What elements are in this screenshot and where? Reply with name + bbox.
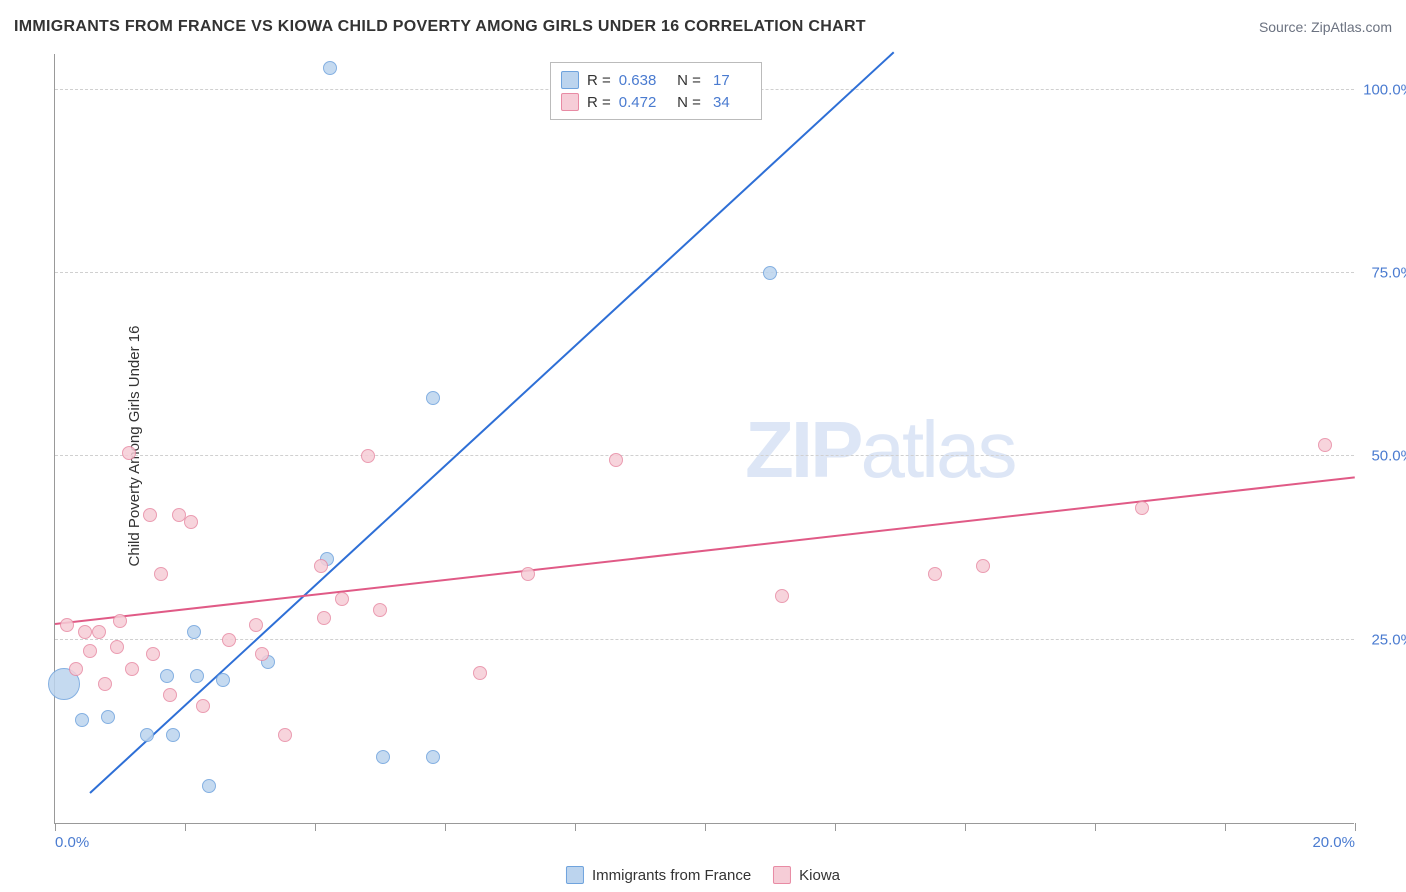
data-point bbox=[216, 673, 230, 687]
trend-line bbox=[55, 476, 1355, 625]
watermark-text: ZIPatlas bbox=[745, 404, 1014, 496]
n-value: 17 bbox=[709, 72, 751, 89]
gridline bbox=[55, 639, 1354, 640]
y-tick-label: 25.0% bbox=[1371, 631, 1406, 648]
data-point bbox=[314, 559, 328, 573]
data-point bbox=[196, 699, 210, 713]
data-point bbox=[976, 559, 990, 573]
legend-bottom: Immigrants from France Kiowa bbox=[566, 866, 840, 884]
data-point bbox=[609, 453, 623, 467]
data-point bbox=[361, 449, 375, 463]
r-value: 0.472 bbox=[619, 94, 661, 111]
data-point bbox=[113, 614, 127, 628]
data-point bbox=[78, 625, 92, 639]
gridline bbox=[55, 272, 1354, 273]
data-point bbox=[335, 592, 349, 606]
data-point bbox=[521, 567, 535, 581]
legend-swatch bbox=[561, 71, 579, 89]
trend-line bbox=[90, 51, 895, 793]
data-point bbox=[187, 625, 201, 639]
legend-item: Immigrants from France bbox=[566, 866, 751, 884]
x-tick bbox=[55, 823, 56, 831]
data-point bbox=[92, 625, 106, 639]
data-point bbox=[125, 662, 139, 676]
data-point bbox=[122, 446, 136, 460]
series-label: Immigrants from France bbox=[592, 867, 751, 884]
r-label: R = bbox=[587, 94, 611, 111]
x-tick-label: 20.0% bbox=[1312, 834, 1355, 851]
legend-row: R = 0.472 N = 34 bbox=[561, 91, 751, 113]
data-point bbox=[154, 567, 168, 581]
x-tick bbox=[965, 823, 966, 831]
x-tick bbox=[315, 823, 316, 831]
x-tick bbox=[705, 823, 706, 831]
data-point bbox=[166, 728, 180, 742]
legend-row: R = 0.638 N = 17 bbox=[561, 69, 751, 91]
data-point bbox=[1135, 501, 1149, 515]
data-point bbox=[143, 508, 157, 522]
data-point bbox=[317, 611, 331, 625]
data-point bbox=[426, 750, 440, 764]
x-tick bbox=[575, 823, 576, 831]
data-point bbox=[928, 567, 942, 581]
r-value: 0.638 bbox=[619, 72, 661, 89]
legend-item: Kiowa bbox=[773, 866, 840, 884]
chart-title: IMMIGRANTS FROM FRANCE VS KIOWA CHILD PO… bbox=[14, 18, 866, 36]
data-point bbox=[373, 603, 387, 617]
x-tick bbox=[1225, 823, 1226, 831]
y-tick-label: 75.0% bbox=[1371, 265, 1406, 282]
data-point bbox=[249, 618, 263, 632]
data-point bbox=[98, 677, 112, 691]
data-point bbox=[101, 710, 115, 724]
chart-header: IMMIGRANTS FROM FRANCE VS KIOWA CHILD PO… bbox=[14, 18, 1392, 36]
data-point bbox=[763, 266, 777, 280]
n-label: N = bbox=[669, 72, 701, 89]
data-point bbox=[323, 61, 337, 75]
x-tick bbox=[835, 823, 836, 831]
data-point bbox=[83, 644, 97, 658]
correlation-legend: R = 0.638 N = 17 R = 0.472 N = 34 bbox=[550, 62, 762, 120]
data-point bbox=[146, 647, 160, 661]
data-point bbox=[222, 633, 236, 647]
n-label: N = bbox=[669, 94, 701, 111]
legend-swatch bbox=[566, 866, 584, 884]
data-point bbox=[60, 618, 74, 632]
data-point bbox=[69, 662, 83, 676]
data-point bbox=[202, 779, 216, 793]
scatter-plot-area: ZIPatlas 25.0%50.0%75.0%100.0%0.0%20.0% bbox=[54, 54, 1354, 824]
source-attribution: Source: ZipAtlas.com bbox=[1259, 19, 1392, 35]
data-point bbox=[278, 728, 292, 742]
data-point bbox=[75, 713, 89, 727]
gridline bbox=[55, 455, 1354, 456]
data-point bbox=[160, 669, 174, 683]
data-point bbox=[190, 669, 204, 683]
r-label: R = bbox=[587, 72, 611, 89]
n-value: 34 bbox=[709, 94, 751, 111]
legend-swatch bbox=[561, 93, 579, 111]
data-point bbox=[184, 515, 198, 529]
x-tick bbox=[445, 823, 446, 831]
y-tick-label: 50.0% bbox=[1371, 448, 1406, 465]
data-point bbox=[775, 589, 789, 603]
data-point bbox=[255, 647, 269, 661]
y-tick-label: 100.0% bbox=[1363, 81, 1406, 98]
data-point bbox=[426, 391, 440, 405]
data-point bbox=[140, 728, 154, 742]
data-point bbox=[473, 666, 487, 680]
data-point bbox=[376, 750, 390, 764]
legend-swatch bbox=[773, 866, 791, 884]
x-tick-label: 0.0% bbox=[55, 834, 89, 851]
series-label: Kiowa bbox=[799, 867, 840, 884]
data-point bbox=[1318, 438, 1332, 452]
x-tick bbox=[185, 823, 186, 831]
x-tick bbox=[1355, 823, 1356, 831]
data-point bbox=[163, 688, 177, 702]
data-point bbox=[110, 640, 124, 654]
x-tick bbox=[1095, 823, 1096, 831]
